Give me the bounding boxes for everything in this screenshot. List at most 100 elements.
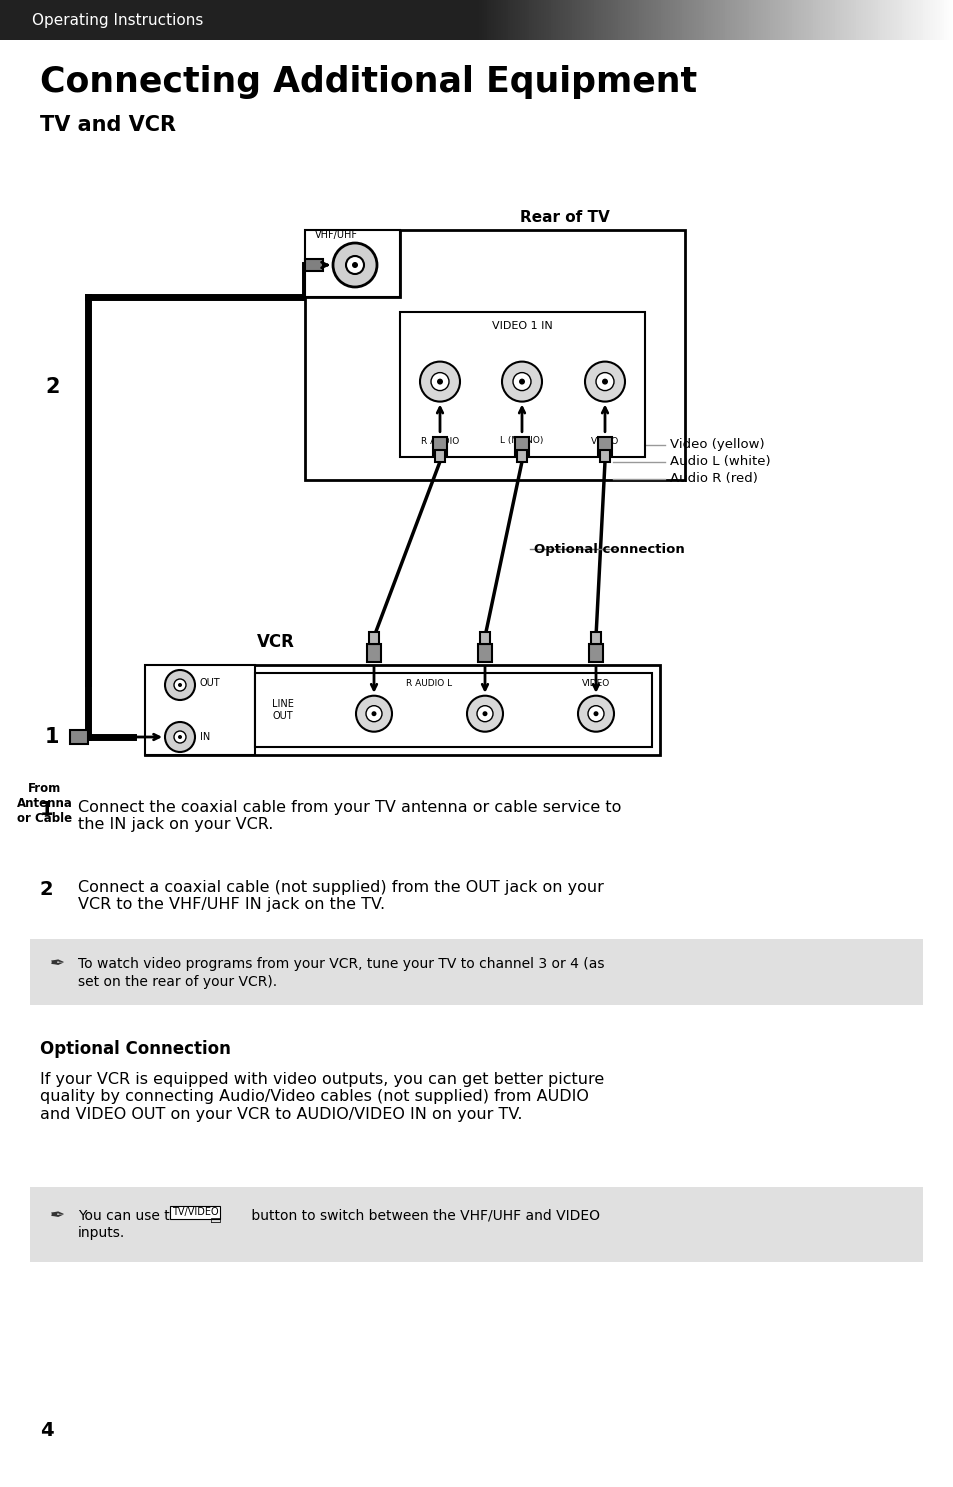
Bar [30, 938, 923, 1005]
Bar [434, 0, 437, 40]
Bar [831, 0, 835, 40]
Bar [456, 0, 458, 40]
Bar [224, 0, 228, 40]
Circle shape [371, 711, 376, 717]
Bar [331, 0, 335, 40]
Bar [162, 0, 166, 40]
Bar [357, 0, 361, 40]
Bar [860, 0, 863, 40]
Bar [424, 0, 428, 40]
Bar [688, 0, 692, 40]
Bar [624, 0, 628, 40]
Bar [312, 0, 315, 40]
Bar [650, 0, 654, 40]
Bar [913, 0, 916, 40]
Bar [569, 0, 573, 40]
Bar [97, 0, 101, 40]
Text: inputs.: inputs. [78, 1227, 125, 1240]
Bar [459, 0, 463, 40]
Text: TV/VIDEO: TV/VIDEO [172, 1207, 218, 1218]
Text: TV and VCR: TV and VCR [40, 114, 175, 135]
Bar [129, 0, 132, 40]
Bar [929, 0, 933, 40]
Circle shape [165, 723, 194, 752]
Bar [116, 0, 120, 40]
Bar [896, 0, 900, 40]
Circle shape [578, 696, 614, 732]
Bar [574, 0, 578, 40]
Bar [276, 0, 280, 40]
Bar [246, 0, 249, 40]
Text: ✒: ✒ [50, 955, 65, 972]
Bar [445, 0, 449, 40]
Bar [19, 0, 23, 40]
Bar [934, 0, 938, 40]
Circle shape [482, 711, 487, 717]
Bar [655, 0, 659, 40]
Bar [353, 0, 356, 40]
Bar [732, 0, 735, 40]
Bar [491, 0, 495, 40]
Bar [193, 0, 196, 40]
Text: LINE
OUT: LINE OUT [272, 699, 294, 721]
Circle shape [593, 711, 598, 717]
Bar [297, 0, 301, 40]
Text: 2: 2 [45, 378, 59, 397]
Bar [257, 0, 261, 40]
Bar [481, 0, 485, 40]
Bar [421, 0, 425, 40]
Bar [173, 0, 177, 40]
Text: VIDEO: VIDEO [590, 437, 618, 446]
Bar [479, 632, 490, 644]
Circle shape [467, 696, 502, 732]
Text: From
Antenna
or Cable: From Antenna or Cable [17, 782, 72, 825]
Bar [734, 0, 738, 40]
Bar [888, 0, 892, 40]
Text: R AUDIO L: R AUDIO L [406, 678, 452, 687]
Bar [291, 0, 294, 40]
Text: 4: 4 [40, 1420, 53, 1439]
Bar [639, 0, 642, 40]
Bar [415, 0, 418, 40]
Bar [269, 0, 273, 40]
Bar [205, 0, 209, 40]
Bar [202, 0, 206, 40]
Bar [383, 0, 387, 40]
Bar [367, 0, 371, 40]
Bar [367, 644, 380, 662]
Bar [112, 0, 115, 40]
Bar [467, 0, 471, 40]
Bar [402, 0, 406, 40]
Bar [536, 0, 539, 40]
Bar [35, 0, 39, 40]
Bar [898, 0, 902, 40]
Bar [362, 0, 366, 40]
Circle shape [513, 373, 531, 391]
Bar [254, 0, 258, 40]
Bar [669, 0, 673, 40]
Bar [21, 0, 25, 40]
Bar [634, 0, 638, 40]
Bar [43, 0, 47, 40]
Bar [124, 0, 128, 40]
Bar [848, 0, 852, 40]
Text: Connect a coaxial cable (not supplied) from the OUT jack on your
VCR to the VHF/: Connect a coaxial cable (not supplied) f… [78, 880, 603, 913]
Bar [558, 0, 561, 40]
Bar [145, 665, 254, 755]
Text: VIDEO: VIDEO [581, 678, 610, 687]
Bar [210, 0, 213, 40]
Bar [707, 0, 711, 40]
Bar [369, 632, 378, 644]
Bar [893, 0, 897, 40]
Bar [5, 0, 9, 40]
Bar [605, 0, 609, 40]
Bar [774, 0, 778, 40]
Bar [254, 674, 651, 746]
Bar [829, 0, 833, 40]
Bar [302, 0, 306, 40]
Bar [497, 0, 501, 40]
Bar [152, 0, 156, 40]
Bar [229, 0, 233, 40]
Bar [48, 0, 51, 40]
Bar [762, 0, 766, 40]
